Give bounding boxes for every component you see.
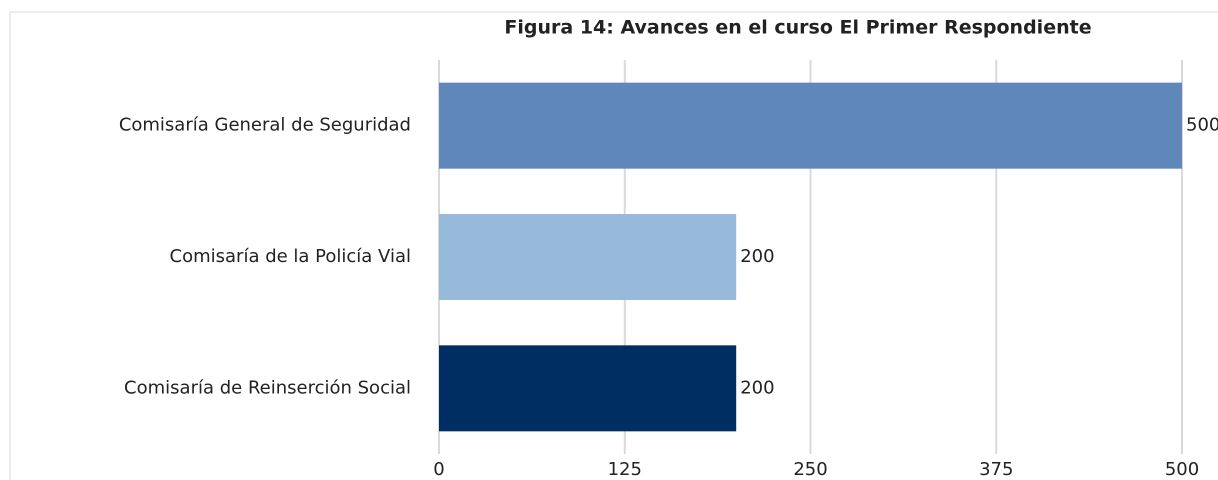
value-label: 500	[1186, 115, 1218, 136]
x-tick-label: 125	[608, 459, 642, 480]
bar	[439, 345, 737, 432]
chart-title: Figura 14: Avances en el curso El Primer…	[504, 17, 1091, 39]
x-tick-label: 375	[979, 459, 1013, 480]
chart-frame	[9, 11, 1218, 480]
y-tick-label: Comisaría General de Seguridad	[119, 115, 411, 136]
x-tick-label: 250	[793, 459, 827, 480]
value-label: 200	[740, 377, 774, 398]
x-tick-label: 500	[1165, 459, 1199, 480]
y-tick-label: Comisaría de la Policía Vial	[170, 246, 411, 267]
bar	[439, 82, 1182, 169]
bar	[439, 214, 737, 300]
x-tick-label: 0	[433, 459, 444, 480]
value-label: 200	[740, 246, 774, 267]
y-tick-label: Comisaría de Reinserción Social	[124, 377, 411, 398]
